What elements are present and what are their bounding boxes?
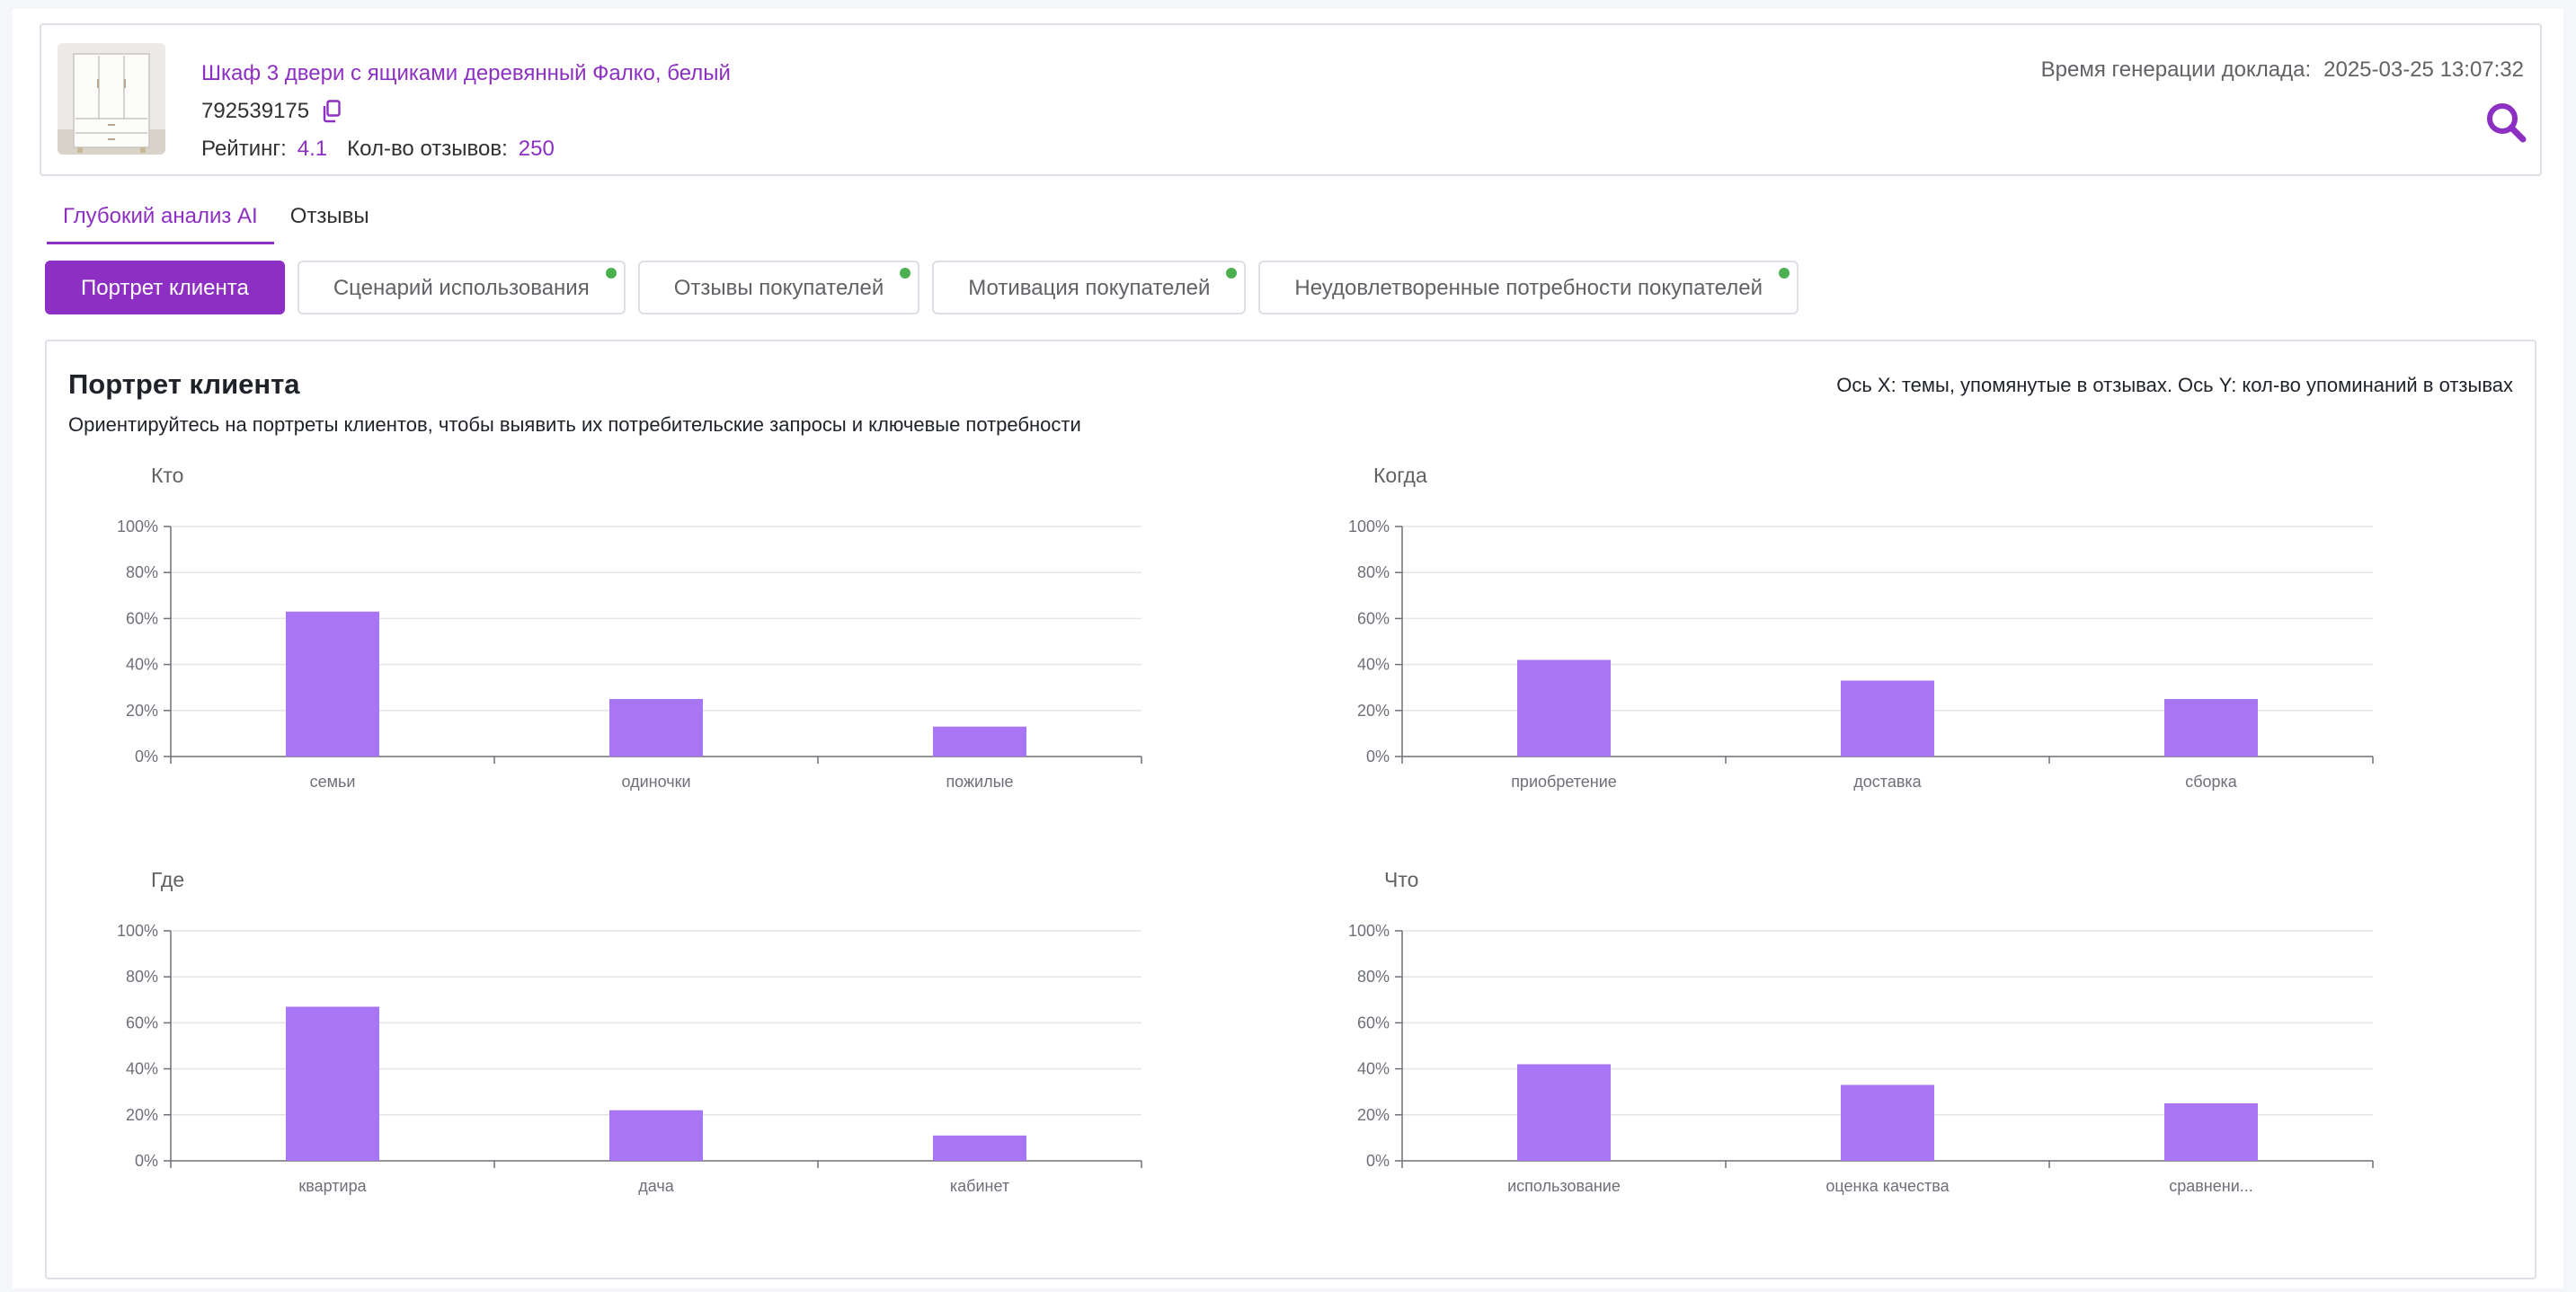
page: Шкаф 3 двери с ящиками деревянный Фалко,… — [13, 9, 2563, 1288]
y-tick-label: 0% — [135, 748, 158, 765]
x-tick-label: приобретение — [1511, 773, 1617, 791]
x-tick-label: сборка — [2185, 773, 2238, 791]
panel-subtitle: Ориентируйтесь на портреты клиентов, что… — [68, 413, 1081, 436]
tab-label: Неудовлетворенные потребности покупателе… — [1294, 276, 1763, 300]
report-generation-time: Время генерации доклада: 2025-03-25 13:07… — [2041, 58, 2524, 83]
chart-title-where: Где — [151, 868, 185, 891]
chart-where: 0% 20% 40% 60% 80% 100% квартира дача кабинет — [117, 922, 1142, 1195]
rating-label: Рейтинг: — [201, 137, 287, 161]
chart-what: 0% 20% 40% 60% 80% 100% использование оценка ка… — [1348, 922, 2374, 1195]
x-tick-label: сравнени... — [2169, 1177, 2253, 1195]
tab-customer-portrait[interactable]: Портрет клиента — [45, 261, 285, 314]
wardrobe-image — [58, 43, 165, 155]
y-tick-label: 80% — [126, 563, 158, 581]
bar — [1517, 1064, 1611, 1161]
chart-when: 0% 20% 40% 60% 80% 100% приобретение доставка сб… — [1348, 518, 2374, 791]
y-tick-label: 100% — [1348, 922, 1390, 940]
tab-usage-scenario[interactable]: Сценарий использования — [297, 261, 626, 314]
tab-customer-reviews[interactable]: Отзывы покупателей — [637, 261, 920, 314]
y-tick-label: 40% — [1357, 1060, 1390, 1078]
y-tick-label: 20% — [1357, 1106, 1390, 1124]
bar — [1841, 680, 1934, 757]
product-thumbnail[interactable] — [58, 43, 165, 155]
tab-unmet-needs[interactable]: Неудовлетворенные потребности покупателе… — [1258, 261, 1799, 314]
y-tick-label: 0% — [135, 1152, 158, 1170]
y-tick-label: 40% — [1357, 656, 1390, 674]
x-tick-label: оценка качества — [1825, 1177, 1950, 1195]
tab-customer-motivation[interactable]: Мотивация покупателей — [932, 261, 1247, 314]
panel-title: Портрет клиента — [68, 368, 300, 400]
product-title[interactable]: Шкаф 3 двери с ящиками деревянный Фалко,… — [201, 61, 731, 85]
y-tick-label: 100% — [117, 518, 158, 535]
bar — [933, 1135, 1026, 1161]
y-tick-label: 60% — [1357, 1013, 1390, 1031]
bar — [286, 1006, 379, 1161]
y-tick-label: 0% — [1366, 1152, 1390, 1170]
x-tick-label: пожилые — [946, 773, 1013, 791]
chart-who: 0% 20% 40% 60% 80% 100% семьи одиночки пожилые — [117, 518, 1142, 791]
axis-note: Ось X: темы, упомянутые в отзывах. Ось Y… — [1836, 374, 2513, 396]
x-tick-label: использование — [1507, 1177, 1621, 1195]
customer-portrait-panel: Портрет клиента Ориентируйтесь на портре… — [45, 340, 2536, 1279]
bar — [1517, 659, 1611, 757]
status-dot — [1778, 268, 1790, 279]
status-dot — [900, 268, 911, 279]
y-tick-label: 20% — [126, 702, 158, 720]
tab-label: Мотивация покупателей — [968, 276, 1211, 300]
y-tick-label: 20% — [1357, 702, 1390, 720]
copy-icon[interactable] — [322, 100, 342, 123]
y-tick-label: 40% — [126, 656, 158, 674]
y-tick-label: 20% — [126, 1106, 158, 1124]
sku-row: 792539175 — [201, 99, 342, 124]
x-tick-label: кабинет — [950, 1177, 1009, 1195]
search-icon[interactable] — [2484, 101, 2527, 144]
bar — [2164, 699, 2258, 757]
x-tick-label: дача — [638, 1177, 674, 1195]
bar — [609, 699, 703, 757]
bar — [609, 1110, 703, 1161]
chart-title-who: Кто — [151, 464, 184, 487]
bar — [1841, 1084, 1934, 1161]
y-tick-label: 80% — [126, 968, 158, 986]
chart-title-what: Что — [1384, 868, 1419, 891]
tab-label: Портрет клиента — [81, 276, 249, 300]
bar — [933, 726, 1026, 757]
generation-time-label: Время генерации доклада: — [2040, 58, 2312, 82]
y-tick-label: 60% — [1357, 609, 1390, 627]
x-tick-label: одиночки — [621, 773, 690, 791]
analysis-tabs: Глубокий анализ AI Отзывы — [47, 194, 386, 244]
tab-label: Отзывы покупателей — [673, 276, 884, 300]
status-dot — [1226, 268, 1238, 279]
y-tick-label: 40% — [126, 1060, 158, 1078]
bar — [286, 611, 379, 757]
reviews-count-label: Кол-во отзывов: — [347, 137, 508, 161]
product-card: Шкаф 3 двери с ящиками деревянный Фалко,… — [40, 23, 2542, 176]
x-tick-label: доставка — [1853, 773, 1922, 791]
generation-time-value: 2025-03-25 13:07:32 — [2323, 58, 2524, 82]
y-tick-label: 100% — [117, 922, 158, 940]
tab-reviews[interactable]: Отзывы — [289, 204, 369, 228]
y-tick-label: 0% — [1366, 748, 1390, 765]
y-tick-label: 80% — [1357, 968, 1390, 986]
y-tick-label: 60% — [126, 1013, 158, 1031]
x-tick-label: квартира — [298, 1177, 367, 1195]
y-tick-label: 100% — [1348, 518, 1390, 535]
status-dot — [605, 268, 617, 279]
reviews-count-value: 250 — [518, 137, 555, 161]
tab-deep-ai-analysis[interactable]: Глубокий анализ AI — [47, 194, 274, 244]
y-tick-label: 80% — [1357, 563, 1390, 581]
y-tick-label: 60% — [126, 609, 158, 627]
product-sku: 792539175 — [201, 99, 310, 123]
rating-row: Рейтинг: 4.1 Кол-во отзывов: 250 — [201, 137, 564, 162]
rating-value: 4.1 — [297, 137, 328, 161]
section-tabs: Портрет клиента Сценарий использования О… — [45, 261, 1799, 314]
tab-label: Сценарий использования — [333, 276, 590, 300]
chart-title-when: Когда — [1373, 464, 1427, 487]
bar — [2164, 1103, 2258, 1161]
x-tick-label: семьи — [310, 773, 356, 791]
